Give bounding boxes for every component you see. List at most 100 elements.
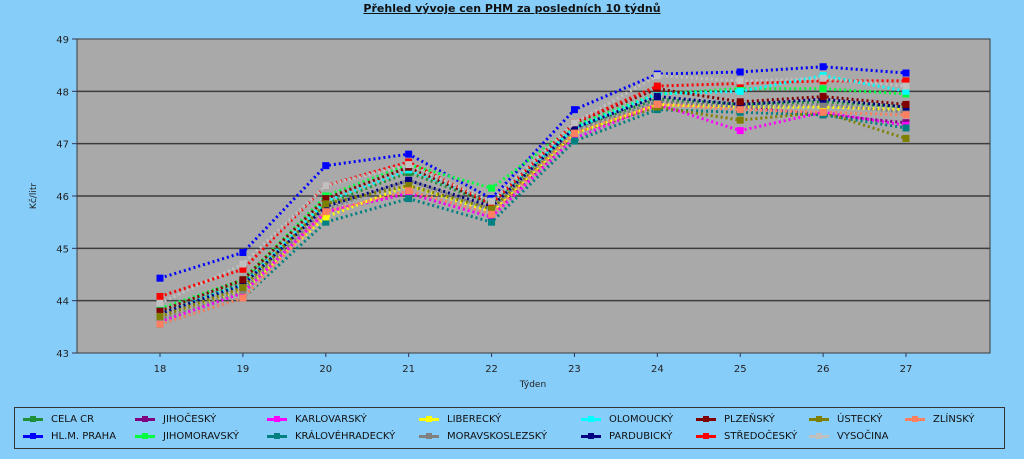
data-point <box>156 307 164 315</box>
legend-item: MORAVSKOSLEZSKÝ <box>419 431 547 442</box>
y-tick-label: 44 <box>56 297 69 308</box>
legend-item: PLZEŇSKÝ <box>696 414 775 425</box>
legend-item: LIBERECKÝ <box>419 414 501 425</box>
data-point <box>736 77 744 85</box>
legend-item: KRÁLOVÉHRADECKÝ <box>267 431 395 442</box>
legend-label: OLOMOUCKÝ <box>609 414 674 425</box>
data-point <box>156 299 164 307</box>
data-point <box>239 265 247 273</box>
legend-label: HL.M. PRAHA <box>51 431 117 442</box>
legend-swatch-icon <box>581 433 601 439</box>
x-tick-label: 20 <box>319 364 332 375</box>
data-point <box>902 100 910 108</box>
legend-swatch-icon <box>905 416 925 422</box>
legend-item: CELA CR <box>23 414 94 425</box>
data-point <box>239 284 247 292</box>
x-tick-label: 25 <box>734 364 747 375</box>
legend-swatch-icon <box>135 416 155 422</box>
data-point <box>322 200 330 208</box>
legend-label: PARDUBICKÝ <box>609 431 673 442</box>
legend-label: PLZEŇSKÝ <box>724 414 775 425</box>
line-chart: 43 44 45 46 47 48 49 18 19 20 21 22 23 24 25 26 27 Týden K… <box>28 35 991 390</box>
legend-item: OLOMOUCKÝ <box>581 414 673 425</box>
legend-label: VYSOČINA <box>837 431 889 442</box>
y-tick-label: 43 <box>56 349 69 360</box>
data-point <box>488 205 496 213</box>
data-point <box>902 111 910 119</box>
data-point <box>819 100 827 108</box>
data-point <box>819 63 827 71</box>
data-point <box>570 119 578 127</box>
data-point <box>239 276 247 284</box>
data-point <box>488 210 496 218</box>
legend-label: JIHOČESKÝ <box>163 414 217 425</box>
data-point <box>322 213 330 221</box>
legend-swatch-icon <box>696 416 716 422</box>
data-point <box>736 98 744 106</box>
data-point <box>653 93 661 101</box>
data-point <box>156 292 164 300</box>
data-point <box>902 124 910 132</box>
data-point <box>405 161 413 169</box>
legend-item: JIHOČESKÝ <box>135 414 216 425</box>
x-tick-label: 18 <box>154 364 167 375</box>
y-tick-label: 47 <box>56 140 69 151</box>
x-tick-label: 27 <box>900 364 913 375</box>
data-point <box>405 195 413 203</box>
data-point <box>570 129 578 137</box>
legend-item: ZLÍNSKÝ <box>905 414 975 425</box>
legend-label: ÚSTECKÝ <box>837 414 883 425</box>
data-point <box>322 208 330 216</box>
y-tick-label: 45 <box>56 244 69 255</box>
x-tick-label: 26 <box>817 364 830 375</box>
data-point <box>570 124 578 132</box>
legend-item: STŘEDOČESKÝ <box>696 431 797 442</box>
data-point <box>239 260 247 268</box>
series-line <box>159 102 907 324</box>
y-tick-label: 49 <box>56 35 69 46</box>
legend-label: MORAVSKOSLEZSKÝ <box>447 431 548 442</box>
x-tick-label: 19 <box>237 364 250 375</box>
data-point <box>736 68 744 76</box>
data-point <box>156 320 164 328</box>
data-point <box>902 87 910 95</box>
legend-item: ÚSTECKÝ <box>809 414 882 425</box>
data-point <box>322 195 330 203</box>
data-point <box>819 74 827 82</box>
legend-label: KARLOVARSKÝ <box>295 414 367 425</box>
data-point <box>405 176 413 184</box>
series-line <box>159 74 907 313</box>
data-point <box>902 134 910 142</box>
data-point <box>819 93 827 101</box>
data-point <box>322 218 330 226</box>
series-line <box>159 105 907 318</box>
legend-swatch-icon <box>581 416 601 422</box>
legend: CELA CR HL.M. PRAHA JIHOČESKÝ JIHOMORAVSKÝ K… <box>14 407 1005 449</box>
x-tick-label: 22 <box>485 364 498 375</box>
legend-swatch-icon <box>23 416 43 422</box>
legend-label: LIBERECKÝ <box>447 414 502 425</box>
series-line <box>159 87 907 313</box>
series-line <box>159 65 907 280</box>
series-line <box>159 102 907 326</box>
data-point <box>488 197 496 205</box>
data-point <box>405 182 413 190</box>
series-line <box>159 74 907 305</box>
x-axis-label: Týden <box>519 380 546 390</box>
legend-swatch-icon <box>419 433 439 439</box>
data-point <box>736 87 744 95</box>
data-point <box>570 106 578 114</box>
data-point <box>405 187 413 195</box>
series-line <box>159 79 906 298</box>
data-point <box>156 312 164 320</box>
data-point <box>819 85 827 93</box>
data-point <box>902 77 910 85</box>
legend-swatch-icon <box>135 433 155 439</box>
chart-title: Přehled vývoje cen PHM za posledních 10 … <box>363 2 661 15</box>
legend-item: VYSOČINA <box>809 431 888 442</box>
data-point <box>156 274 164 282</box>
x-tick-label: 23 <box>568 364 581 375</box>
data-point <box>736 106 744 114</box>
data-point <box>653 72 661 80</box>
data-point <box>322 162 330 170</box>
